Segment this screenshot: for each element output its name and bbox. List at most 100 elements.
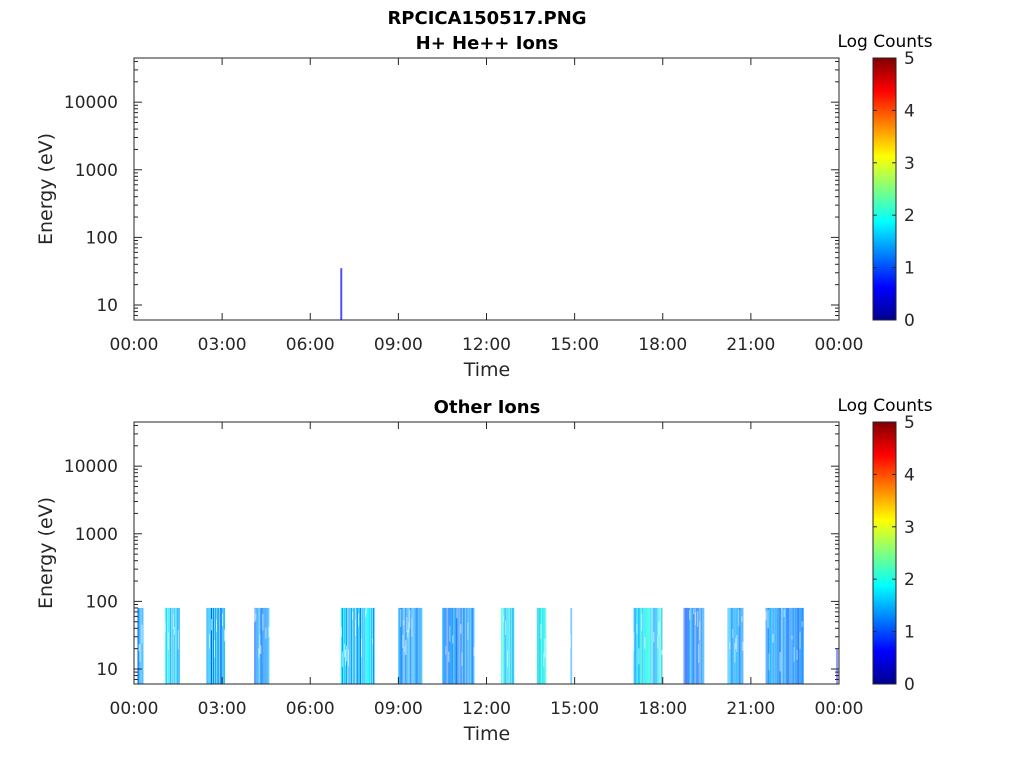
data-streak xyxy=(651,607,653,684)
data-streak xyxy=(418,607,420,684)
data-gap xyxy=(793,646,795,662)
data-streak xyxy=(452,607,454,684)
data-gap xyxy=(177,630,179,650)
data-burst xyxy=(164,607,180,684)
data-streak xyxy=(464,607,466,684)
data-streak xyxy=(363,607,365,684)
data-streak xyxy=(348,607,350,684)
data-streak xyxy=(655,607,657,684)
data-gap xyxy=(346,645,348,662)
data-gap xyxy=(445,646,447,655)
data-gap xyxy=(738,609,740,627)
data-streak xyxy=(545,607,547,684)
data-gap xyxy=(791,635,793,640)
y-tick-label: 10 xyxy=(96,660,118,680)
data-gap xyxy=(407,629,409,638)
data-streak xyxy=(771,607,773,684)
data-burst xyxy=(570,607,573,684)
data-streak xyxy=(263,607,265,684)
data-gap xyxy=(404,646,406,653)
data-streak xyxy=(795,607,797,684)
data-gap xyxy=(141,624,143,644)
data-burst xyxy=(442,607,475,684)
data-streak xyxy=(368,607,370,684)
data-streak xyxy=(695,607,697,684)
data-streak xyxy=(660,607,662,684)
data-streak xyxy=(257,607,259,684)
data-streak xyxy=(541,607,543,684)
data-streak xyxy=(653,607,655,684)
data-streak xyxy=(737,607,739,684)
data-streak xyxy=(340,268,342,320)
data-streak xyxy=(220,607,221,684)
data-gap xyxy=(365,610,367,617)
data-streak xyxy=(767,607,769,684)
data-streak xyxy=(773,607,775,684)
data-gap xyxy=(260,645,262,654)
data-streak xyxy=(364,607,366,684)
data-streak xyxy=(404,607,406,684)
data-streak xyxy=(174,607,176,684)
data-streak xyxy=(355,607,357,684)
data-streak xyxy=(352,607,354,684)
data-streak xyxy=(772,607,774,684)
data-gap xyxy=(765,611,767,620)
x-tick-label: 12:00 xyxy=(462,335,511,355)
data-burst xyxy=(536,607,547,684)
y-tick-label: 10 xyxy=(96,296,118,316)
data-gap xyxy=(405,640,407,655)
data-streak xyxy=(775,607,777,684)
data-streak xyxy=(164,607,166,684)
data-streak xyxy=(802,607,804,684)
data-gap xyxy=(452,635,454,644)
data-streak xyxy=(509,607,511,684)
data-streak xyxy=(448,607,450,684)
data-streak xyxy=(793,607,795,684)
data-burst xyxy=(501,607,515,684)
colorbar-tick-label: 3 xyxy=(904,154,915,174)
data-streak xyxy=(739,607,741,684)
y-tick-label: 10000 xyxy=(64,93,118,113)
data-streak xyxy=(217,607,218,684)
data-streak xyxy=(741,607,743,684)
data-streak xyxy=(783,607,785,684)
data-streak xyxy=(697,607,699,684)
data-streak xyxy=(467,607,469,684)
data-gap xyxy=(801,621,803,627)
data-streak xyxy=(701,607,703,684)
data-gap xyxy=(467,622,469,640)
data-gap xyxy=(209,633,210,649)
data-streak xyxy=(345,607,347,684)
data-streak xyxy=(342,607,344,684)
data-gap xyxy=(173,627,175,635)
bottom-panel-data xyxy=(137,607,839,684)
data-streak xyxy=(689,607,691,684)
data-streak xyxy=(460,607,462,684)
colorbar-tick-label: 2 xyxy=(904,206,915,226)
top-plot-frame xyxy=(133,57,840,321)
data-streak xyxy=(419,607,421,684)
data-streak xyxy=(216,607,217,684)
data-streak xyxy=(699,607,701,684)
data-streak xyxy=(538,607,540,684)
colorbar-tick-label: 3 xyxy=(904,518,915,538)
data-gap xyxy=(258,648,260,659)
data-streak xyxy=(765,607,767,684)
data-streak xyxy=(688,607,690,684)
data-streak xyxy=(794,607,796,684)
data-streak xyxy=(458,607,460,684)
data-streak xyxy=(371,607,373,684)
x-tick-label: 03:00 xyxy=(198,699,247,719)
data-streak xyxy=(166,607,168,684)
data-streak xyxy=(798,607,800,684)
data-streak xyxy=(411,607,413,684)
data-streak xyxy=(782,607,784,684)
data-streak xyxy=(354,607,356,684)
data-gap xyxy=(736,635,738,652)
data-streak xyxy=(700,607,702,684)
x-tick-label: 12:00 xyxy=(462,699,511,719)
data-streak xyxy=(686,607,688,684)
data-gap xyxy=(348,649,350,667)
data-streak xyxy=(369,607,371,684)
data-gap xyxy=(698,644,700,663)
